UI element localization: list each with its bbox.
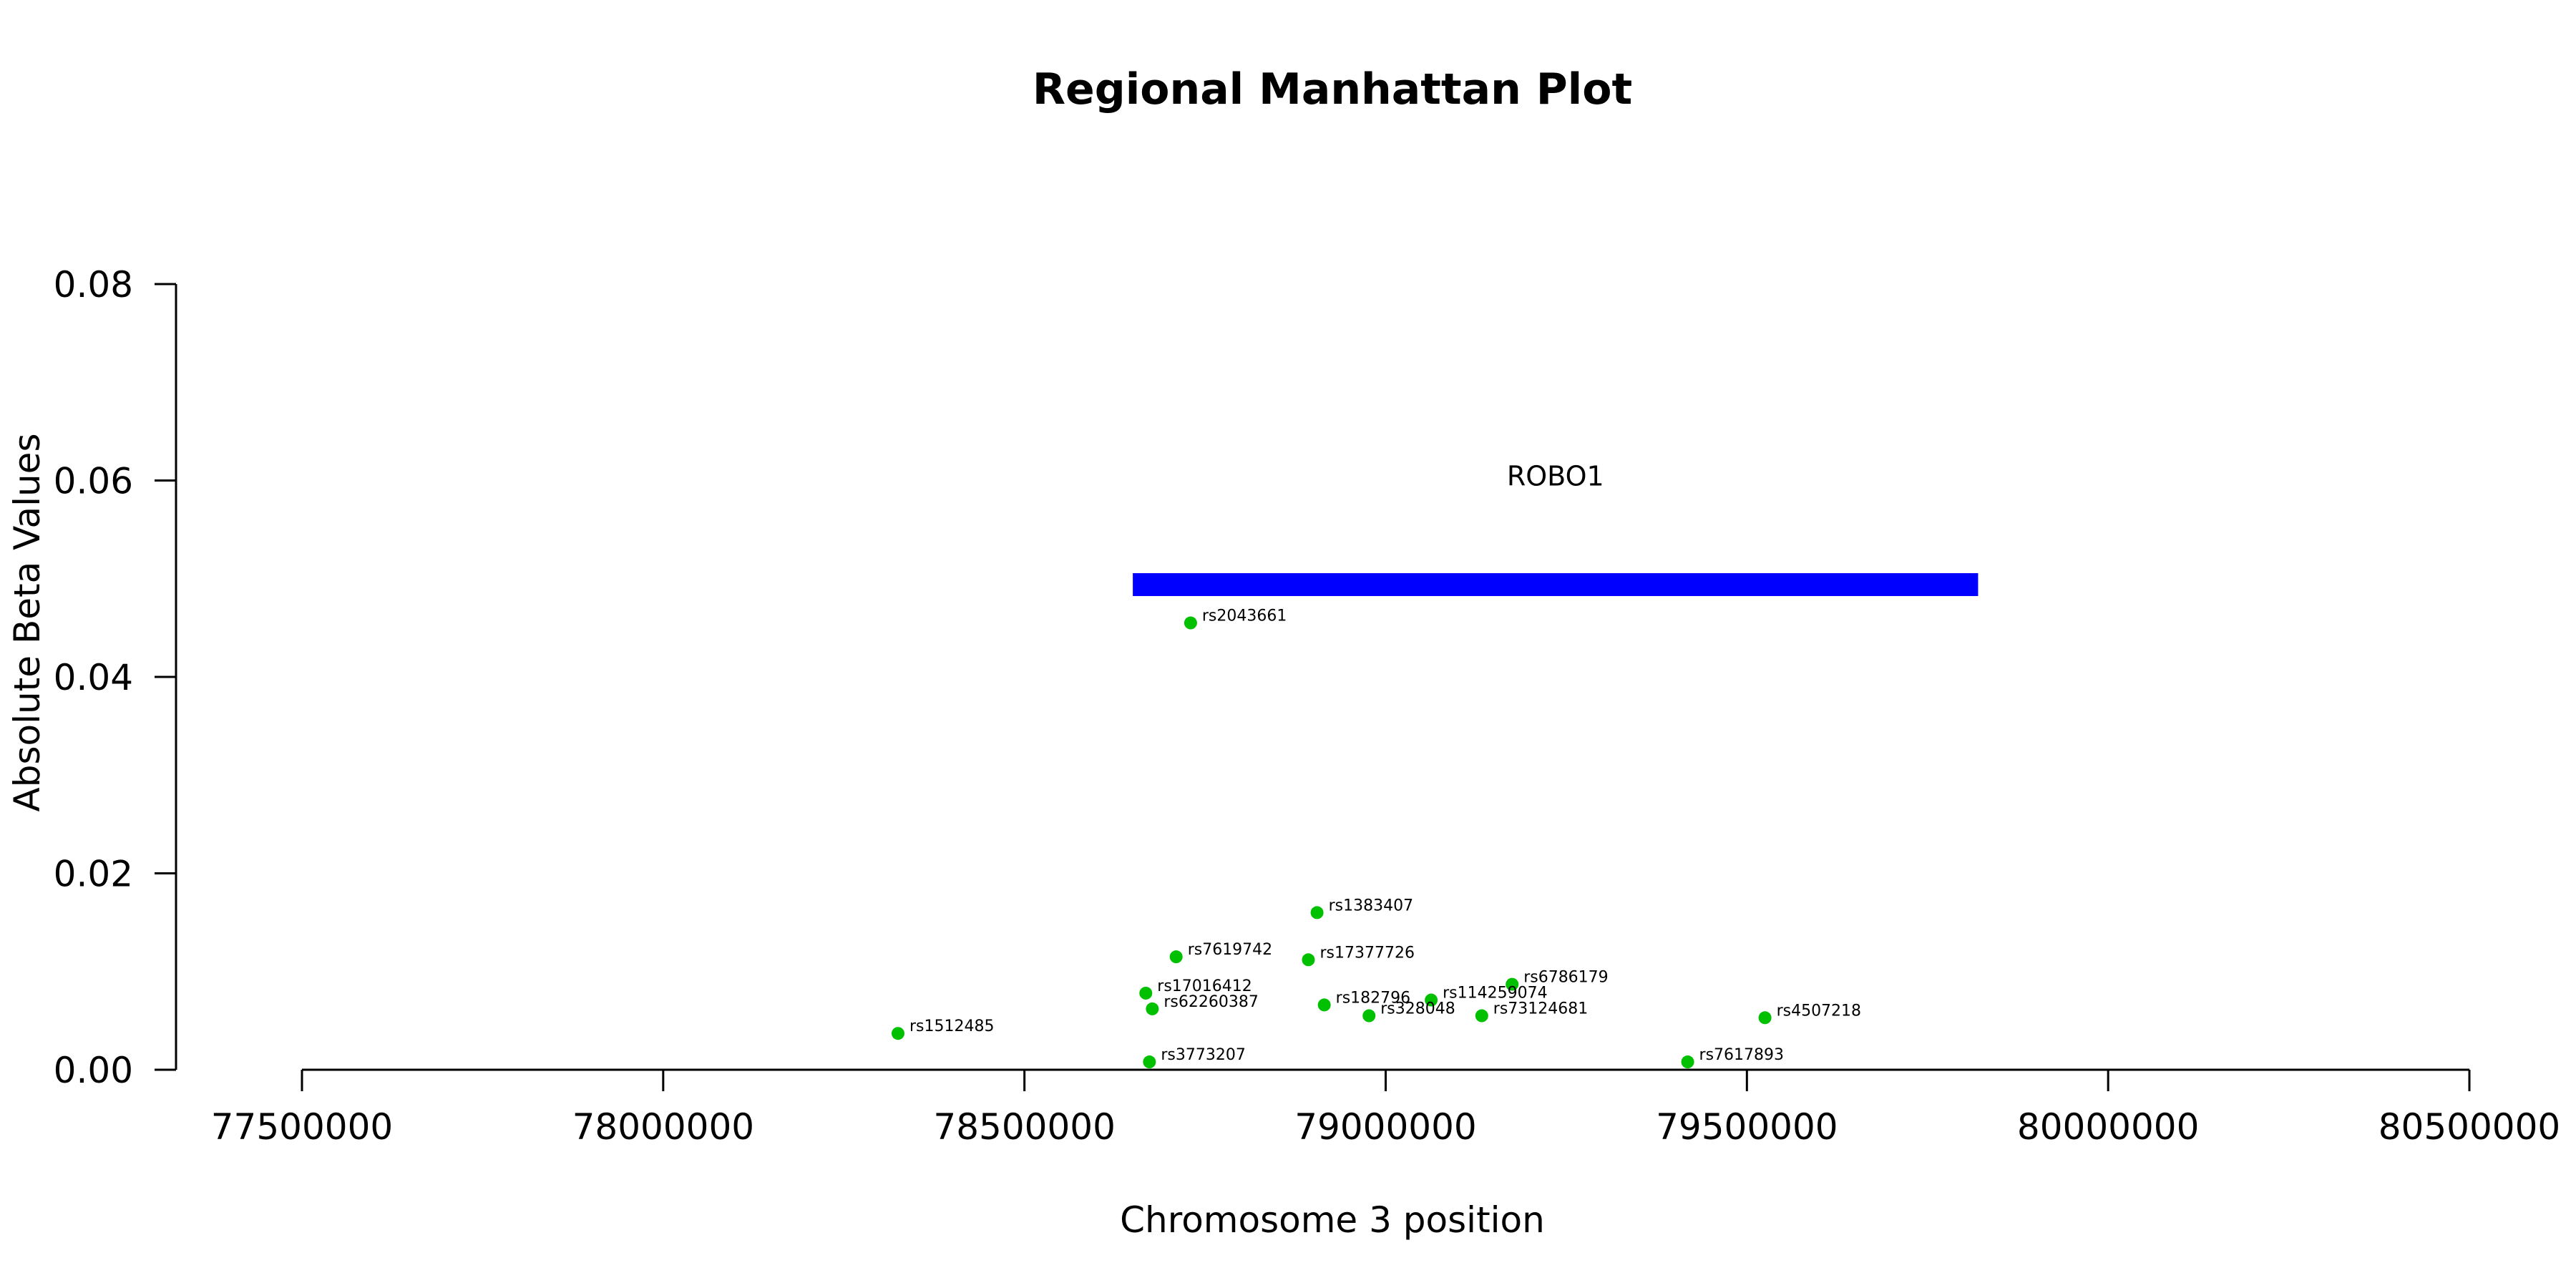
snp-point [1758, 1011, 1772, 1025]
y-tick-label: 0.02 [54, 854, 133, 895]
y-tick-label: 0.06 [54, 461, 133, 502]
snp-label: rs7617893 [1699, 1046, 1785, 1064]
gene-label: ROBO1 [1507, 460, 1604, 492]
snp-point [1475, 1009, 1488, 1023]
snp-label: rs182796 [1336, 989, 1411, 1007]
snp-label: rs73124681 [1493, 1000, 1588, 1018]
x-tick-label: 80000000 [2017, 1106, 2200, 1148]
snp-label: rs3773207 [1161, 1046, 1246, 1064]
snp-point [891, 1027, 904, 1040]
snp-label: rs17016412 [1157, 977, 1252, 995]
y-tick-label: 0.08 [54, 264, 133, 306]
snp-label: rs6786179 [1523, 969, 1609, 987]
gene-bar-robo1 [1133, 572, 1979, 596]
x-tick-label: 78500000 [933, 1106, 1116, 1148]
x-tick-label: 77500000 [211, 1106, 394, 1148]
snp-point [1317, 998, 1331, 1012]
snp-point [1184, 616, 1197, 630]
y-tick-label: 0.04 [54, 657, 133, 698]
x-tick-label: 79000000 [1294, 1106, 1477, 1148]
snp-point [1362, 1009, 1376, 1023]
snp-point [1425, 993, 1438, 1007]
snp-label: rs4507218 [1777, 1002, 1862, 1020]
snp-label: rs17377726 [1319, 944, 1414, 962]
snp-label: rs1512485 [909, 1018, 995, 1035]
snp-label: rs7619742 [1188, 941, 1273, 959]
y-tick-label: 0.00 [54, 1050, 133, 1091]
snp-label: rs114259074 [1443, 985, 1547, 1002]
chart-title: Regional Manhattan Plot [1033, 64, 1632, 114]
y-axis-label: Absolute Beta Values [6, 434, 48, 812]
snp-point [1302, 953, 1315, 967]
snp-label: rs62260387 [1163, 993, 1258, 1011]
snp-point [1310, 906, 1324, 919]
x-axis-label: Chromosome 3 position [1120, 1199, 1545, 1241]
snp-label: rs328048 [1380, 1000, 1455, 1018]
snp-point [1146, 1002, 1159, 1015]
x-tick-label: 79500000 [1656, 1106, 1838, 1148]
snp-point [1506, 977, 1519, 991]
snp-point [1139, 986, 1153, 1000]
snp-label: rs1383407 [1329, 897, 1414, 914]
x-tick-label: 80500000 [2379, 1106, 2561, 1148]
snp-point [1169, 950, 1183, 964]
snp-label: rs2043661 [1202, 608, 1287, 625]
snp-point [1681, 1055, 1694, 1069]
x-tick-label: 78000000 [572, 1106, 755, 1148]
plot-marks: 77500000 78000000 78500000 79000000 79500000… [54, 264, 2561, 1148]
snp-point [1143, 1055, 1156, 1069]
